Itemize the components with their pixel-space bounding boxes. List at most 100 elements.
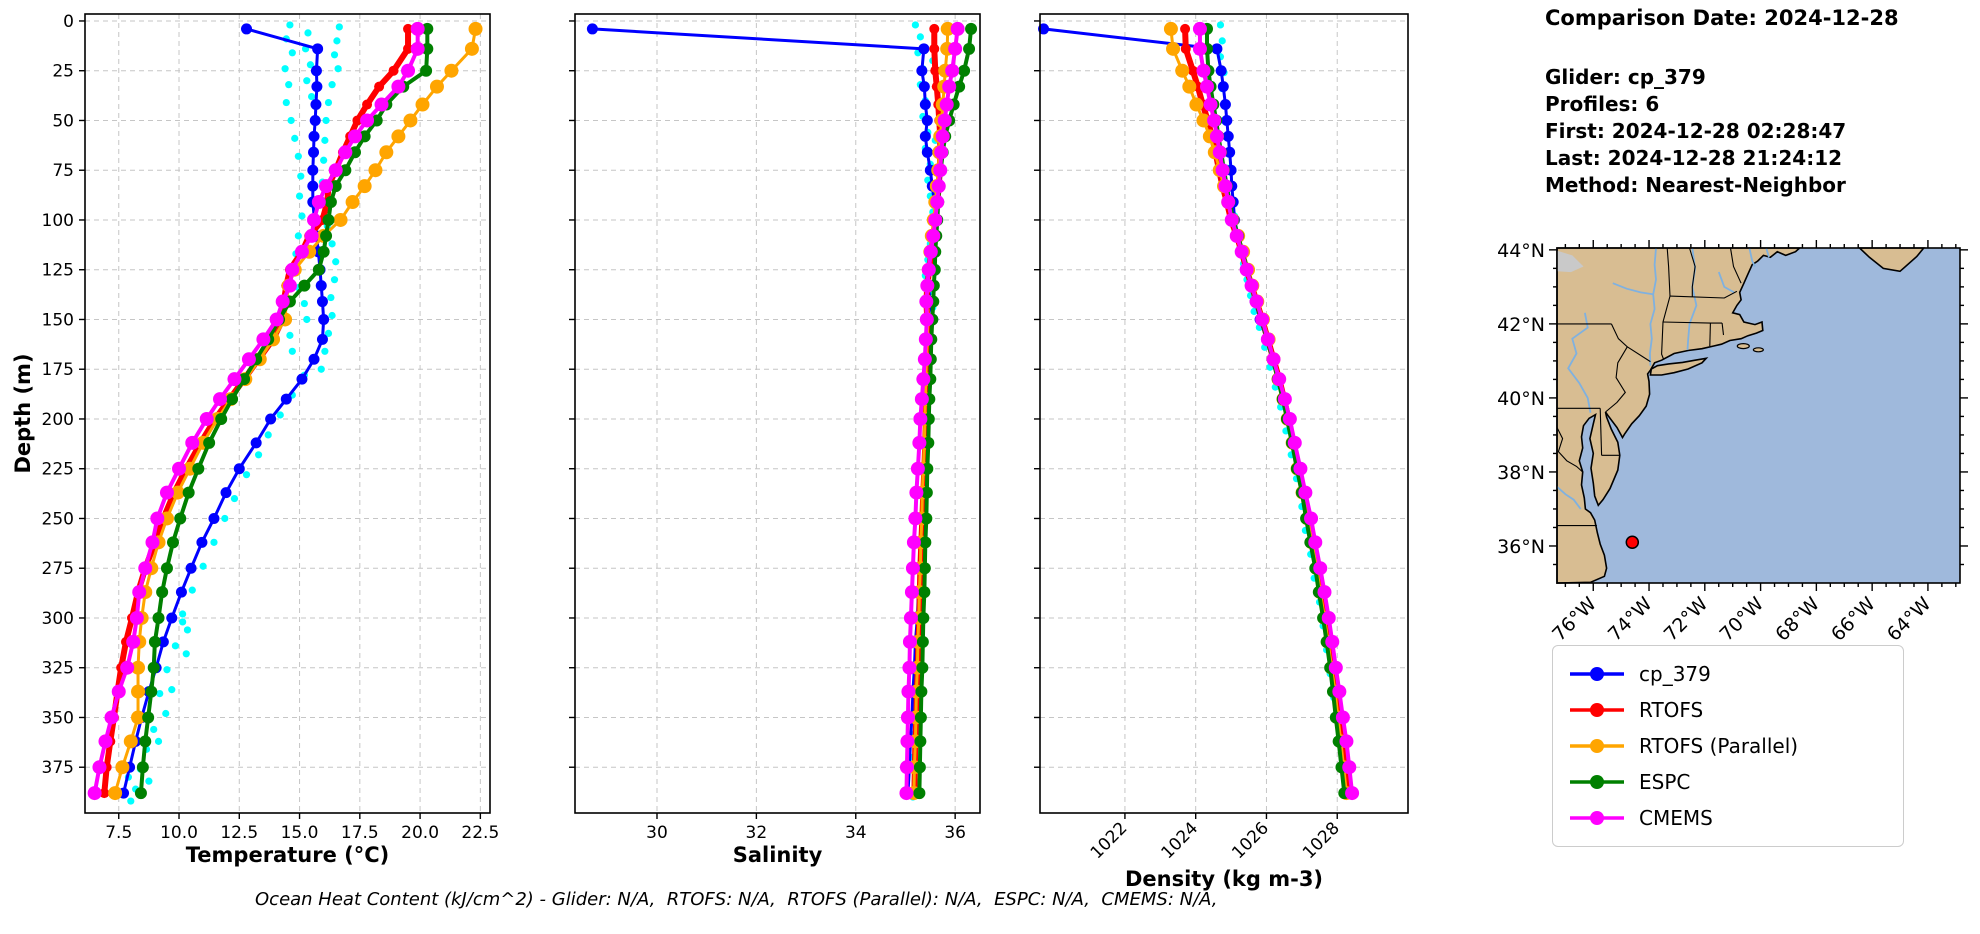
y-tick-label: 25: [52, 62, 74, 82]
map-lon-label: 66°W: [1827, 593, 1880, 646]
y-tick-label: 125: [42, 261, 74, 281]
map-lat-label: 44°N: [1497, 240, 1545, 262]
legend-label: RTOFS (Parallel): [1639, 734, 1799, 758]
map-state-border: [1599, 408, 1603, 456]
legend-label: cp_379: [1639, 662, 1711, 686]
map-river: [1556, 486, 1582, 510]
map-lat-label: 42°N: [1497, 314, 1545, 336]
y-tick-label: 150: [42, 310, 74, 330]
map-lat-label: 38°N: [1497, 462, 1545, 484]
info-panel: Comparison Date: 2024-12-28 Glider: cp_3…: [1545, 6, 1975, 199]
y-axis-title: Depth (m): [11, 353, 35, 473]
series-espc: [134, 22, 434, 800]
map-land-mainland: [1556, 247, 1802, 584]
map-lat-label: 40°N: [1497, 388, 1545, 410]
y-tick-label: 300: [42, 609, 74, 629]
chart-density: 1022 1024 1026 1028 Density (kg m-3): [1034, 13, 1409, 891]
x-tick-label: 22.5: [461, 823, 499, 843]
first-profile-time-label: First: 2024-12-28 02:28:47: [1545, 119, 1847, 143]
x-tick-label: 1026: [1228, 818, 1273, 863]
x-axis-title: Temperature (°C): [186, 843, 389, 867]
x-axis-title: Salinity: [733, 843, 823, 867]
chart-temperature: 0 25 50 75 100 125 150 175 200 225 250 275 300 325 350…: [11, 12, 499, 867]
legend-label: ESPC: [1639, 770, 1691, 794]
x-tick-label: 17.5: [341, 823, 379, 843]
map-state-border: [1661, 295, 1671, 360]
x-tick-label: 7.5: [105, 823, 132, 843]
legend-line-marker-icon: [1570, 811, 1624, 825]
legend-line-marker-icon: [1570, 703, 1624, 717]
series-espc: [1201, 22, 1351, 800]
legend-item-rtofs-parallel-: RTOFS (Parallel): [1567, 728, 1889, 764]
map-state-border: [1556, 427, 1584, 473]
y-tick-label: 275: [42, 559, 74, 579]
legend-item-cmems: CMEMS: [1567, 800, 1889, 836]
map-land-long-island: [1649, 357, 1709, 376]
x-tick-label: 12.5: [220, 823, 258, 843]
map-river: [1748, 247, 1756, 267]
x-tick-label: 32: [746, 823, 768, 843]
method-label: Method: Nearest-Neighbor: [1545, 173, 1846, 197]
x-tick-label: 1024: [1157, 818, 1202, 863]
map-river: [1612, 282, 1654, 296]
chart-salinity: 30 32 34 36 Salinity: [569, 13, 981, 867]
ocean-heat-content-footer: Ocean Heat Content (kJ/cm^2) - Glider: N…: [255, 889, 1218, 910]
map-state-border: [1627, 346, 1651, 363]
legend: cp_379 RTOFS RTOFS (Parallel) ESPC CMEMS: [1552, 645, 1904, 847]
series-cp-379: [586, 23, 943, 799]
x-tick-label: 10.0: [160, 823, 198, 843]
legend-label: RTOFS: [1639, 698, 1704, 722]
legend-line-marker-icon: [1570, 667, 1624, 681]
legend-item-espc: ESPC: [1567, 764, 1889, 800]
series-rtofs-parallel-: [1163, 21, 1354, 801]
y-tick-label: 175: [42, 360, 74, 380]
x-tick-label: 34: [845, 823, 867, 843]
x-tick-label: 1028: [1299, 818, 1344, 863]
map-state-border: [1729, 247, 1742, 284]
map-state-border: [1709, 323, 1711, 347]
map-state-border: [1721, 323, 1725, 336]
glider-id-label: Glider: cp_379: [1545, 65, 1706, 89]
y-tick-label: 200: [42, 410, 74, 430]
series-cmems: [87, 21, 425, 801]
last-profile-time-label: Last: 2024-12-28 21:24:12: [1545, 146, 1843, 170]
x-tick-label: 20.0: [401, 823, 439, 843]
y-tick-label: 375: [42, 758, 74, 778]
map-lon-label: 64°W: [1883, 593, 1936, 646]
legend-item-rtofs: RTOFS: [1567, 692, 1889, 728]
map-state-border: [1669, 290, 1738, 299]
map-lon-label: 70°W: [1715, 593, 1768, 646]
x-tick-label: 36: [944, 823, 966, 843]
map-lake: [1557, 250, 1584, 273]
y-tick-label: 225: [42, 460, 74, 480]
map-river: [1648, 247, 1657, 366]
map-state-border: [1605, 323, 1629, 413]
legend-line-marker-icon: [1570, 739, 1624, 753]
y-tick-label: 0: [63, 12, 74, 32]
map-river: [1717, 271, 1735, 294]
x-tick-label: 15.0: [281, 823, 319, 843]
location-map: 44°N 42°N 40°N 38°N 36°N 76°W 74°W 72°W 70°W 68°W…: [1497, 240, 1968, 646]
x-axis-title: Density (kg m-3): [1125, 867, 1323, 891]
comparison-date-label: Comparison Date: 2024-12-28: [1545, 6, 1899, 30]
legend-label: CMEMS: [1639, 806, 1713, 830]
map-lat-label: 36°N: [1497, 536, 1545, 558]
profiles-count-label: Profiles: 6: [1545, 92, 1660, 116]
x-tick-label: 30: [646, 823, 668, 843]
map-state-border: [1666, 247, 1671, 297]
map-state-border: [1688, 247, 1696, 297]
y-tick-label: 325: [42, 659, 74, 679]
map-lon-label: 74°W: [1604, 593, 1657, 646]
map-river: [1567, 312, 1592, 413]
map-lon-label: 68°W: [1771, 593, 1824, 646]
series-cmems: [899, 21, 965, 801]
scatter-raw-glider: [117, 21, 343, 805]
y-tick-label: 350: [42, 708, 74, 728]
y-tick-label: 75: [52, 161, 74, 181]
y-tick-label: 250: [42, 509, 74, 529]
series-cmems: [1192, 21, 1360, 801]
map-lon-label: 76°W: [1548, 593, 1601, 646]
legend-line-marker-icon: [1570, 775, 1624, 789]
